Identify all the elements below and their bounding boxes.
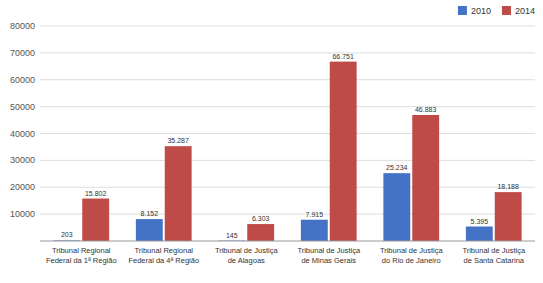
- y-tick-label: 60000: [10, 75, 35, 85]
- data-label: 6.303: [252, 215, 270, 222]
- grid-line: [40, 133, 535, 134]
- data-label: 18.188: [497, 183, 519, 190]
- y-tick-label: 20000: [10, 182, 35, 192]
- bar: [383, 173, 410, 241]
- x-tick-label: Tribunal de Justiçade Alagoas: [215, 246, 278, 265]
- grid-line: [40, 106, 535, 107]
- grid-line: [40, 79, 535, 80]
- legend: 2014 2010: [458, 6, 535, 16]
- x-tick-label: Tribunal RegionalFederal da 1ª Região: [46, 246, 117, 265]
- data-label: 8.152: [141, 210, 159, 217]
- grid-line: [40, 52, 535, 53]
- y-tick-label: 30000: [10, 155, 35, 165]
- bar: [330, 62, 357, 241]
- data-label: 25.234: [386, 164, 408, 171]
- y-tick-label: 80000: [10, 21, 35, 31]
- x-tick-label: Tribunal RegionalFederal da 4ª Região: [128, 246, 199, 265]
- bars: [53, 62, 521, 241]
- bar: [495, 192, 522, 241]
- bar: [82, 199, 109, 241]
- chart: 10000 20000 30000 40000 50000 60000 70000 80000…: [0, 0, 543, 283]
- bar: [136, 219, 163, 241]
- grid-line: [40, 214, 535, 215]
- grid-line: [40, 187, 535, 188]
- y-tick-label: 70000: [10, 48, 35, 58]
- data-label: 15.802: [85, 190, 107, 197]
- bar: [301, 220, 328, 241]
- grid-line: [40, 160, 535, 161]
- y-tick-label: 10000: [10, 209, 35, 219]
- data-label: 203: [61, 231, 73, 238]
- legend-swatch: [502, 6, 511, 15]
- x-tick-label: Tribunal de Justiçado Rio de Janeiro: [380, 246, 443, 265]
- data-labels: 203 8.152 145 7.915 25.234 5.395 15.802 35.287 6…: [61, 53, 519, 239]
- bar: [165, 146, 192, 241]
- bar: [247, 224, 274, 241]
- x-axis-line: [40, 241, 535, 242]
- legend-label: 2010: [471, 6, 491, 16]
- data-label: 7.915: [306, 211, 324, 218]
- bar: [466, 227, 493, 241]
- data-label: 145: [226, 232, 238, 239]
- data-label: 5.395: [471, 218, 489, 225]
- grid: [40, 26, 535, 214]
- data-label: 35.287: [167, 137, 189, 144]
- x-tick-label: Tribunal de Justiçade Minas Gerais: [297, 246, 360, 265]
- data-label: 66.751: [332, 53, 354, 60]
- legend-label: 2014: [515, 6, 535, 16]
- bar: [412, 115, 439, 241]
- legend-swatch: [458, 6, 467, 15]
- grid-line: [40, 26, 535, 27]
- x-tick-label: Tribunal de Justiçade Santa Catarina: [462, 246, 525, 265]
- y-tick-label: 50000: [10, 102, 35, 112]
- y-tick-label: 40000: [10, 129, 35, 139]
- chart-container: 10000 20000 30000 40000 50000 60000 70000 80000…: [0, 0, 543, 283]
- data-label: 46.883: [415, 106, 437, 113]
